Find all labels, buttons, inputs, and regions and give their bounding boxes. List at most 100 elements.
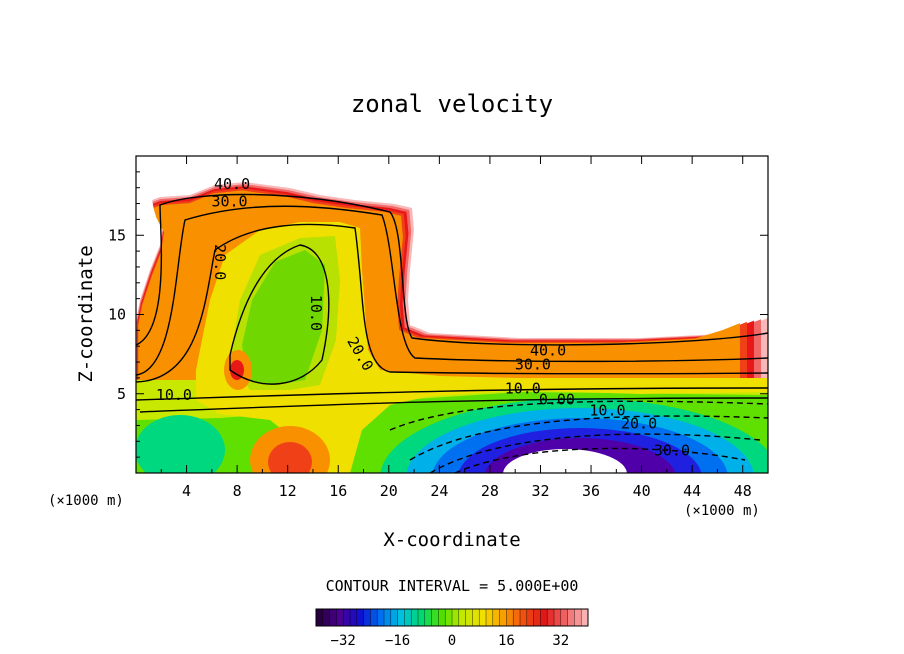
colorbar-segment (486, 609, 494, 626)
colorbar-segment (336, 609, 344, 626)
contour-line-3 (229, 244, 330, 385)
colorbar-segment (363, 609, 371, 626)
colorbar-segment (465, 609, 473, 626)
colorbar-segment (533, 609, 541, 626)
colorbar-tick-label-2: 0 (448, 633, 456, 649)
contour-line-1 (136, 205, 768, 376)
y-tick-label-1: 10 (108, 306, 126, 324)
warm-blob-b (230, 360, 244, 380)
colorbar-segment (350, 609, 358, 626)
y-axis: 5 10 15 (108, 171, 768, 458)
colorbar-segment (356, 609, 365, 626)
contour-field (136, 182, 768, 473)
contour-label-9: 10.0 (589, 402, 625, 420)
cool-blob-left (136, 415, 225, 473)
x-tick-label-5: 24 (430, 482, 448, 500)
contour-label-3: 10.0 (307, 295, 325, 331)
x-tick-label-10: 44 (683, 482, 701, 500)
colorbar-ticks: −32 −16 0 16 32 (331, 633, 570, 649)
x-tick-label-7: 32 (531, 482, 549, 500)
colorbar-segment (438, 609, 446, 626)
y-tick-label-0: 5 (117, 385, 126, 403)
colorbar-tick-label-1: −16 (385, 633, 410, 649)
colorbar-segment (424, 609, 433, 626)
colorbar-frame (315, 608, 589, 627)
colorbar-segment (411, 609, 419, 626)
contour-labels: 40.030.020.010.020.0 40.030.010.00.0010.0… (156, 175, 690, 459)
x-tick-label-1: 8 (233, 482, 242, 500)
colorbar-tick-label-4: 32 (552, 633, 569, 649)
x-tick-label-6: 28 (481, 482, 499, 500)
contour-label-1: 30.0 (211, 192, 247, 210)
contour-line-7 (409, 415, 768, 461)
colorbar-segment (390, 609, 399, 626)
x-tick-label-3: 16 (329, 482, 347, 500)
contour-interval-label: CONTOUR INTERVAL = 5.000E+00 (326, 577, 579, 595)
contour-line-0 (136, 193, 768, 346)
x-axis-label: X-coordinate (383, 529, 520, 551)
contour-label-7: 10.0 (505, 379, 541, 397)
colorbar-segment (513, 609, 521, 626)
colorbar-segment (322, 609, 331, 626)
colorbar-segment (560, 609, 569, 626)
contour-line-2 (136, 223, 768, 383)
colorbar-segment (567, 609, 575, 626)
x-tick-label-9: 40 (633, 482, 651, 500)
colorbar-segment (547, 609, 555, 626)
contour-line-9 (454, 447, 746, 473)
x-tick-label-2: 12 (279, 482, 297, 500)
colorbar-segment (526, 609, 535, 626)
warm-blob-d (268, 442, 312, 473)
colorbar-segment (458, 609, 467, 626)
contour-line-5 (139, 397, 768, 413)
colorbar-segment (397, 609, 405, 626)
contour-label-2: 20.0 (211, 244, 229, 280)
colorbar-segment (520, 609, 528, 626)
colorbar-segment (540, 609, 548, 626)
x-tick-label-8: 36 (582, 482, 600, 500)
colorbar-segment (452, 609, 460, 626)
x-tick-label-4: 20 (380, 482, 398, 500)
jet-center-band (242, 250, 325, 385)
colorbar-tick-label-0: −32 (331, 633, 356, 649)
colorbar-segment (492, 609, 501, 626)
colorbar-segment (316, 609, 324, 626)
contour-label-11: 30.0 (654, 441, 690, 459)
chart-title: zonal velocity (351, 90, 553, 118)
colorbar-segment (472, 609, 480, 626)
y-tick-label-2: 15 (108, 226, 126, 244)
colorbar-segment (404, 609, 412, 626)
y-axis-label: Z-coordinate (75, 245, 97, 382)
contour-line-6 (389, 400, 768, 431)
contour-line-8 (429, 433, 761, 473)
colorbar-segment (384, 609, 392, 626)
contour-label-10: 20.0 (621, 414, 657, 432)
x-units-left: (×1000 m) (48, 493, 124, 509)
colorbar-segment (343, 609, 351, 626)
contour-label-0: 40.0 (214, 175, 250, 193)
x-units-right: (×1000 m) (684, 503, 760, 519)
x-axis: 4 8 12 16 20 24 28 32 36 40 44 48 (160, 156, 752, 500)
colorbar-segment (574, 609, 582, 626)
contour-label-12: 10.0 (156, 386, 192, 404)
x-tick-label-0: 4 (182, 482, 191, 500)
colorbar-segment (479, 609, 487, 626)
colorbar-segment (431, 609, 439, 626)
colorbar-tick-label-3: 16 (498, 633, 515, 649)
colorbar-segment (506, 609, 514, 626)
colorbar-segment (418, 609, 426, 626)
colorbar-segment (554, 609, 562, 626)
colorbar-segment (499, 609, 507, 626)
colorbar-segment (445, 609, 453, 626)
colorbar-segment (581, 609, 589, 626)
contour-lines (136, 193, 768, 473)
contour-label-8: 0.00 (539, 391, 575, 409)
easterly-core (503, 449, 627, 473)
contour-line-4 (136, 387, 768, 401)
colorbar-segment (370, 609, 378, 626)
colorbar-segment (377, 609, 385, 626)
contour-label-5: 40.0 (530, 341, 566, 359)
colorbar-segment (329, 609, 337, 626)
colorbar (315, 608, 589, 627)
